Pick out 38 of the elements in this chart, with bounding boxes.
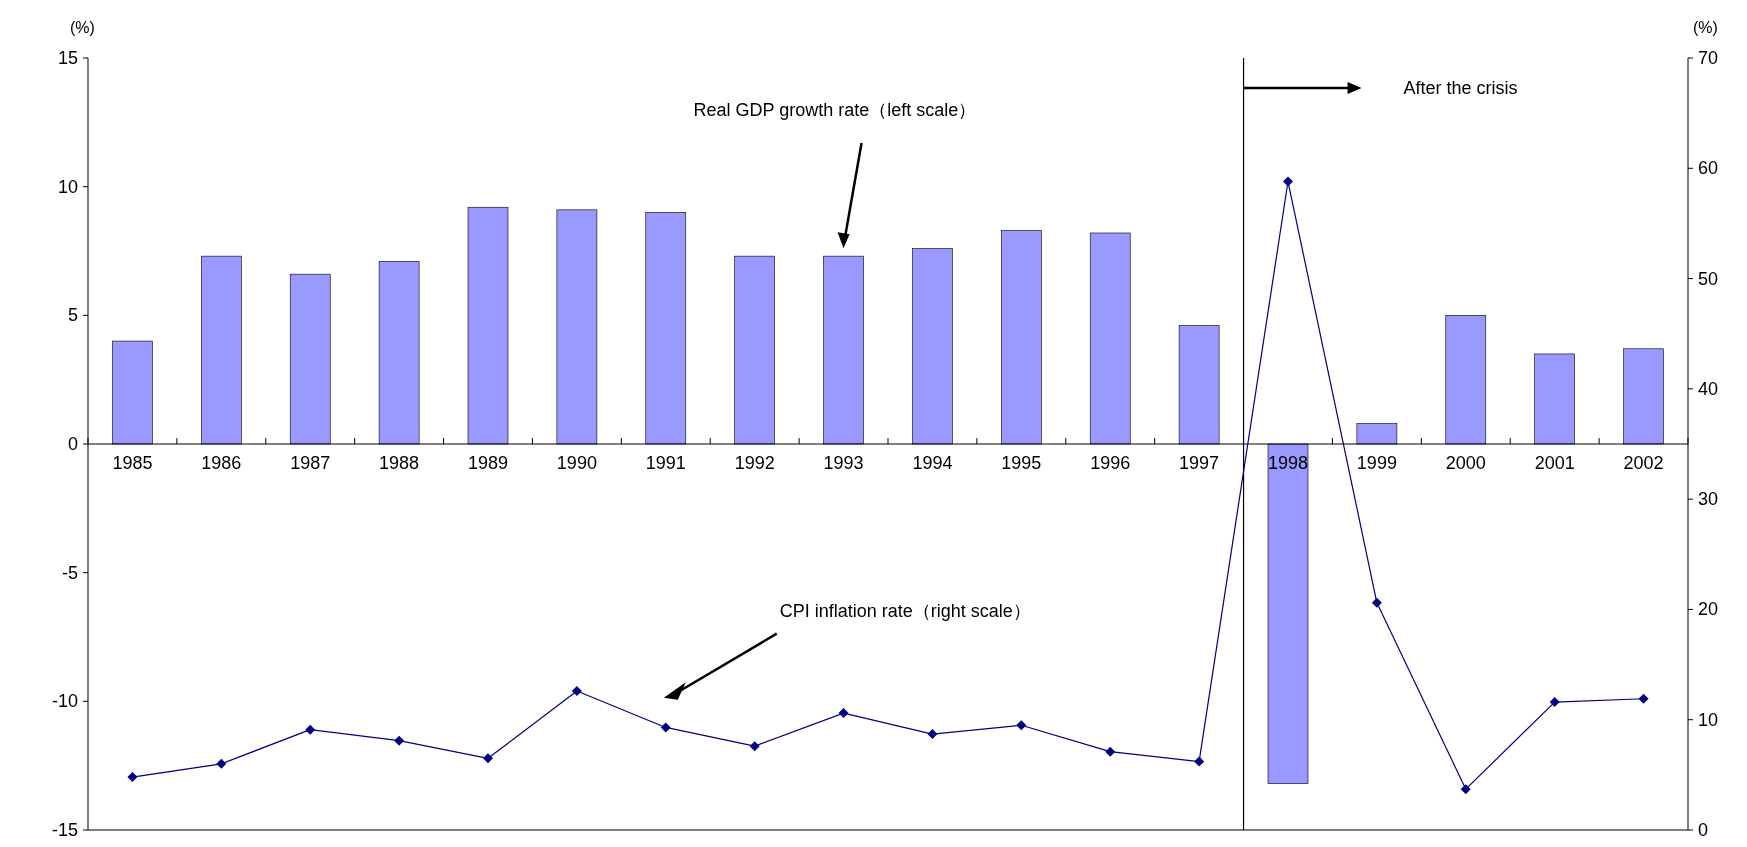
x-tick-label: 1985 — [112, 453, 153, 473]
x-tick-label: 1999 — [1356, 453, 1397, 473]
x-tick-label: 1990 — [556, 453, 597, 473]
x-tick-label: 1998 — [1267, 453, 1309, 473]
x-tick-label: 1986 — [201, 453, 242, 473]
y2-tick-label: 50 — [1698, 268, 1719, 289]
x-tick-label: 1992 — [734, 453, 775, 473]
x-tick-label: 1988 — [379, 453, 420, 473]
y2-tick-label: 10 — [1698, 709, 1719, 730]
y2-tick-label: 0 — [1698, 820, 1709, 840]
x-tick-label: 1994 — [912, 453, 953, 473]
x-tick-label: 1991 — [645, 453, 686, 473]
y2-axis-title: (%) — [1693, 19, 1718, 36]
y2-tick-label: 70 — [1698, 48, 1719, 68]
x-tick-label: 2000 — [1445, 453, 1486, 473]
x-tick-label: 1989 — [467, 453, 509, 473]
y-axis-title: (%) — [70, 19, 95, 36]
ref-line-label: After the crisis — [1403, 78, 1518, 98]
x-tick-label: 1995 — [1001, 453, 1042, 473]
x-tick-label: 2002 — [1623, 453, 1664, 473]
y2-tick-label: 20 — [1698, 599, 1719, 620]
y-tick-label: 15 — [57, 48, 78, 68]
y2-tick-label: 40 — [1698, 378, 1719, 399]
y-tick-label: 0 — [67, 434, 78, 454]
x-tick-label: 1993 — [823, 453, 864, 473]
annotation: CPI inflation rate（right scale） — [779, 601, 1031, 622]
x-tick-label: 2001 — [1534, 453, 1575, 473]
x-tick-label: 1997 — [1179, 453, 1220, 473]
y2-tick-label: 30 — [1698, 489, 1719, 510]
y-tick-label: 5 — [67, 305, 78, 326]
x-tick-label: 1987 — [290, 453, 331, 473]
y2-tick-label: 60 — [1698, 158, 1719, 179]
y-tick-label: -5 — [61, 562, 78, 583]
y-tick-label: 10 — [57, 176, 78, 197]
y-tick-label: -15 — [51, 820, 78, 840]
x-tick-label: 1996 — [1090, 453, 1131, 473]
y-tick-label: -10 — [51, 691, 78, 712]
annotation: Real GDP growth rate（left scale） — [693, 100, 977, 120]
